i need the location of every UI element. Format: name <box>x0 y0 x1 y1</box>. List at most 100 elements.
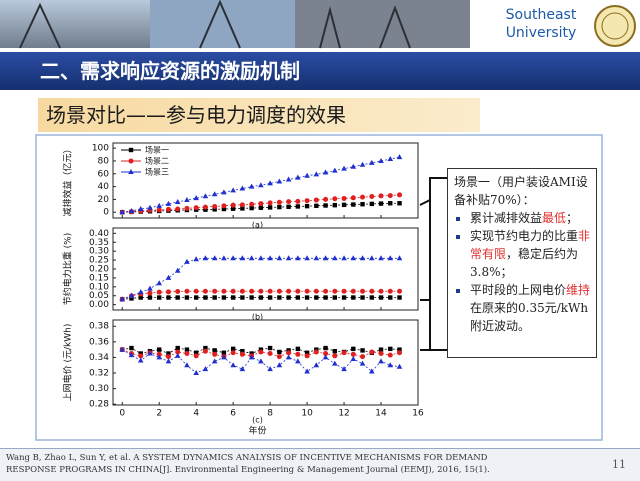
data-point <box>387 255 394 261</box>
data-point <box>322 354 329 360</box>
data-point <box>323 203 328 208</box>
data-point <box>304 368 310 374</box>
y-tick-label: 40 <box>98 182 110 192</box>
panel-label: (b) <box>252 313 263 322</box>
data-point <box>157 347 162 352</box>
legend-marker <box>128 147 134 153</box>
data-point <box>314 203 319 209</box>
data-point <box>202 288 208 294</box>
data-point <box>351 202 356 207</box>
callout-list: 累计减排效益最低； 实现节约电力的比重非常有限，稳定后约为3.8%； 平时段的上… <box>454 209 592 335</box>
data-point <box>128 352 135 358</box>
legend-label: 场景二 <box>145 157 169 166</box>
logo-ring <box>601 12 629 40</box>
data-point <box>239 351 245 357</box>
data-point <box>165 200 172 206</box>
university-line: Southeast <box>505 7 577 23</box>
data-point <box>147 204 153 210</box>
citation: Wang B, Zhao L, Sun Y, et al. A SYSTEM D… <box>6 452 576 476</box>
data-point <box>276 354 282 360</box>
data-point <box>165 289 171 295</box>
data-point <box>351 346 356 352</box>
bullet-text: 平时段的上网电价 <box>470 283 567 297</box>
data-point <box>193 350 199 355</box>
data-point <box>304 172 310 178</box>
data-point <box>165 206 171 212</box>
y-tick-label: 0.38 <box>89 322 109 332</box>
data-point <box>369 194 375 200</box>
data-point <box>332 353 338 359</box>
bullet-text: 实现节约电力的比重 <box>470 229 579 243</box>
data-point <box>397 347 402 352</box>
data-point <box>212 348 217 353</box>
data-point <box>295 198 301 204</box>
data-point <box>341 202 347 208</box>
x-tick-label: 12 <box>338 409 349 419</box>
data-point <box>286 350 292 356</box>
data-point <box>221 189 227 195</box>
callout-bullet: 平时段的上网电价维持在原来的0.35元/kWh附近波动。 <box>470 281 592 335</box>
data-point <box>277 295 282 300</box>
data-point <box>322 169 329 175</box>
data-point <box>193 256 199 262</box>
data-point <box>313 362 320 368</box>
data-point <box>137 289 144 295</box>
data-point <box>276 288 282 294</box>
data-point <box>332 167 338 173</box>
data-point <box>119 346 126 352</box>
data-point <box>184 288 190 294</box>
data-point <box>341 165 347 171</box>
data-point <box>387 362 394 368</box>
footer: Wang B, Zhao L, Sun Y, et al. A SYSTEM D… <box>0 448 640 481</box>
y-tick-label: 0.40 <box>89 229 109 239</box>
data-point <box>212 288 218 294</box>
data-point <box>341 288 347 294</box>
data-point <box>304 255 310 261</box>
legend-label: 场景一 <box>145 146 169 155</box>
data-point <box>239 185 246 191</box>
data-point <box>396 255 403 261</box>
data-point <box>332 202 338 208</box>
data-point <box>397 295 402 300</box>
data-point <box>174 352 181 358</box>
data-point <box>368 255 375 261</box>
data-point <box>249 288 255 294</box>
bullet-text: ，稳定后约为3.8%； <box>470 247 579 279</box>
data-point <box>258 255 264 261</box>
data-point <box>387 193 393 199</box>
data-point <box>397 350 403 356</box>
data-point <box>313 171 320 177</box>
data-point <box>295 288 301 294</box>
data-point <box>193 370 199 376</box>
data-point <box>230 202 236 208</box>
bullet-text: 在原来的0.35元/kWh附近波动。 <box>470 301 589 333</box>
data-point <box>203 207 208 212</box>
data-point <box>313 349 319 355</box>
data-point <box>248 354 255 360</box>
data-point <box>378 201 384 206</box>
data-point <box>138 295 143 300</box>
bullet-highlight: 维持 <box>566 283 591 297</box>
data-point <box>193 288 199 294</box>
y-tick-label: 0.05 <box>89 291 109 301</box>
data-point <box>350 355 357 361</box>
data-point <box>230 187 236 193</box>
y-tick-label: 0.30 <box>89 384 109 394</box>
data-point <box>249 205 254 211</box>
data-point <box>304 353 310 359</box>
callout-heading: 场景一（用户装设AMI设备补贴70%）： <box>454 175 588 207</box>
y-tick-label: 0.36 <box>89 337 109 347</box>
data-point <box>285 176 292 182</box>
data-point <box>184 351 190 357</box>
data-point <box>174 267 181 273</box>
data-point <box>387 352 393 358</box>
data-point <box>359 255 366 261</box>
data-point <box>341 195 347 201</box>
data-point <box>147 290 153 296</box>
data-point <box>221 295 227 300</box>
data-point <box>175 206 181 212</box>
data-point <box>174 198 181 204</box>
data-point <box>304 198 310 204</box>
data-point <box>360 194 366 200</box>
y-tick-label: 0.28 <box>89 400 109 410</box>
